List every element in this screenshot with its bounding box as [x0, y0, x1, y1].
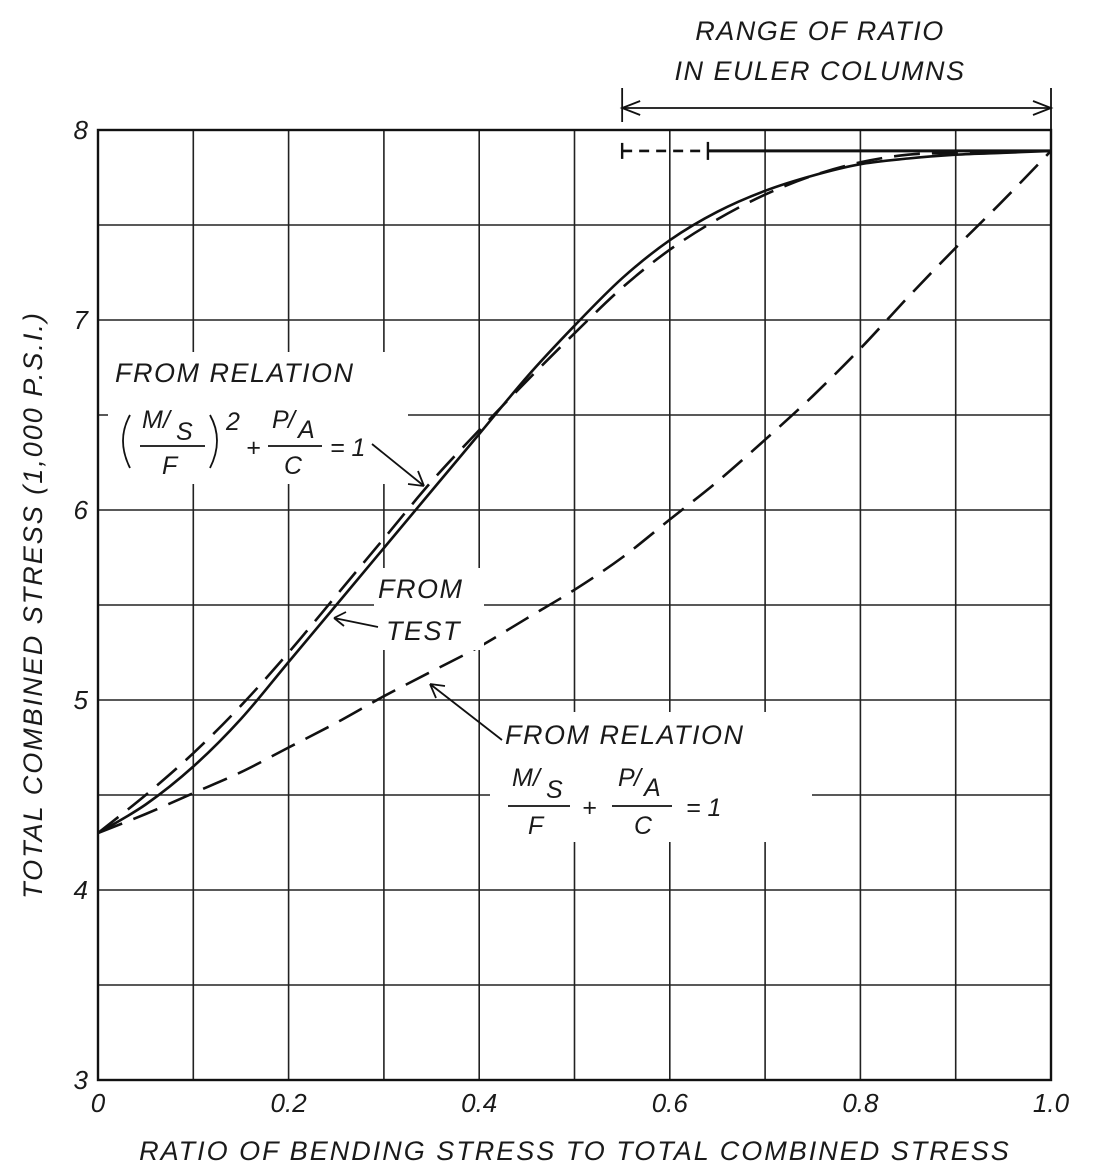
- euler-range-arrowhead-right: [1032, 100, 1054, 116]
- y-axis-label: TOTAL COMBINED STRESS (1,000 P.S.I.): [18, 311, 48, 899]
- series-relation-squared: [97, 149, 1052, 835]
- y-tick-label: 6: [74, 495, 89, 525]
- y-tick-label: 5: [74, 685, 89, 715]
- y-tick-label: 3: [74, 1065, 89, 1095]
- relation-linear-p: P: [618, 764, 635, 792]
- tick-labels: 0 0.2 0.4 0.6 0.8 1.0 3 4 5 6 7 8: [74, 115, 1070, 1118]
- x-tick-label: 1.0: [1033, 1088, 1070, 1118]
- x-axis-label: RATIO OF BENDING STRESS TO TOTAL COMBINE…: [139, 1136, 1011, 1166]
- x-tick-label: 0.8: [842, 1088, 879, 1118]
- x-tick-label: 0.6: [652, 1088, 689, 1118]
- euler-range-label-line2: IN EULER COLUMNS: [674, 56, 965, 86]
- y-tick-label: 7: [74, 305, 90, 335]
- from-test-pointer: [333, 611, 379, 628]
- euler-range-arrowhead-left: [619, 100, 641, 116]
- x-tick-label: 0.4: [461, 1088, 497, 1118]
- from-test-line1: FROM: [378, 574, 463, 604]
- plot-frame: [96, 128, 1053, 1082]
- relation-linear-equals: = 1: [686, 794, 721, 822]
- relation-squared-exponent: 2: [225, 408, 240, 436]
- relation-linear-f: F: [528, 812, 545, 840]
- series-from-test: [97, 149, 1052, 835]
- series-relation-linear: [97, 149, 1052, 835]
- series-lines: [97, 149, 1052, 835]
- relation-linear-a: A: [642, 774, 661, 802]
- svg-text:+: +: [582, 794, 597, 822]
- annotation-from-test: FROM TEST: [374, 568, 484, 650]
- relation-linear-pointer: [429, 683, 503, 741]
- relation-squared-equals: = 1: [330, 434, 365, 462]
- relation-squared-c: C: [284, 452, 303, 480]
- x-tick-label: 0.2: [271, 1088, 308, 1118]
- y-tick-label: 8: [74, 115, 89, 145]
- svg-text:+: +: [246, 434, 261, 462]
- grid-lines: [98, 130, 1051, 1080]
- annotation-relation-linear: FROM RELATION M / S F + P / A C = 1: [490, 712, 812, 842]
- from-test-line2: TEST: [386, 616, 462, 646]
- relation-squared-p: P: [272, 406, 289, 434]
- euler-range-label-line1: RANGE OF RATIO: [695, 16, 945, 46]
- y-tick-label: 4: [74, 875, 88, 905]
- annotation-relation-squared: FROM RELATION M / S F 2 + P / A C = 1: [108, 352, 408, 484]
- relation-linear-heading: FROM RELATION: [505, 720, 745, 750]
- relation-linear-m: M: [512, 764, 533, 792]
- relation-squared-heading: FROM RELATION: [115, 358, 355, 388]
- relation-linear-c: C: [634, 812, 653, 840]
- relation-squared-pointer: [371, 443, 425, 487]
- relation-squared-s: S: [176, 418, 193, 446]
- x-tick-label: 0: [91, 1088, 106, 1118]
- euler-range: [619, 88, 1054, 160]
- relation-squared-m: M: [142, 406, 163, 434]
- relation-squared-a: A: [296, 416, 315, 444]
- relation-linear-s: S: [546, 776, 563, 804]
- relation-squared-f: F: [162, 452, 179, 480]
